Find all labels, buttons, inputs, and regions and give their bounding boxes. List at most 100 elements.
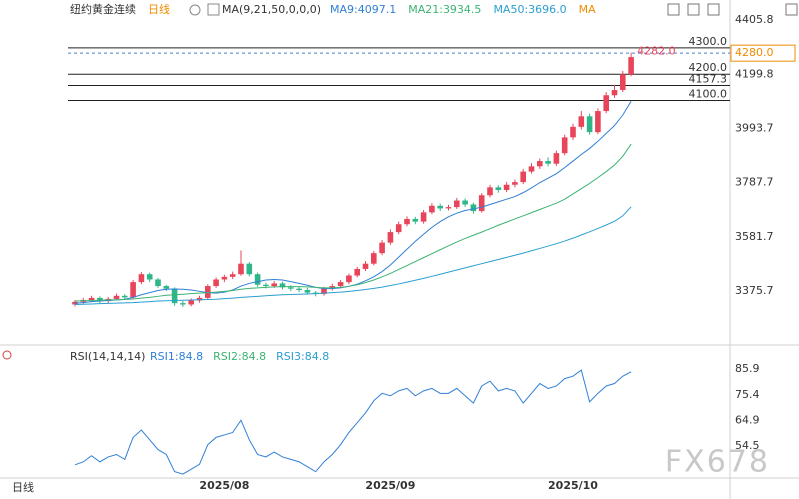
candle-body <box>512 182 518 185</box>
indicator-icon[interactable] <box>207 3 220 16</box>
candle-body <box>420 212 427 222</box>
candle-body <box>404 218 410 225</box>
candle-body <box>503 184 510 190</box>
candle-body <box>578 116 585 127</box>
period-label[interactable]: 日线 <box>148 2 170 16</box>
watermark: FX678 <box>665 445 770 480</box>
candle-body <box>346 275 352 283</box>
candle-body <box>329 286 336 289</box>
candle-body <box>561 137 568 154</box>
x-tick-label: 2025/10 <box>548 479 598 492</box>
candle-body <box>570 126 576 138</box>
candle-body <box>412 218 419 222</box>
legend-entry: RSI1:84.8 <box>150 350 203 363</box>
candle-body <box>595 111 601 133</box>
rsi-line <box>74 369 632 475</box>
candle-body <box>462 200 468 205</box>
candle-body <box>130 282 136 298</box>
candle-body <box>437 205 443 209</box>
candle-body <box>254 274 261 285</box>
candle-body <box>321 288 327 294</box>
candle-body <box>205 286 211 298</box>
candle-body <box>97 297 103 302</box>
candle-body <box>379 242 385 254</box>
candle-body <box>586 116 593 133</box>
candle-body <box>246 263 253 275</box>
candle-body <box>354 268 360 276</box>
high-label: 4282.0 <box>637 45 676 58</box>
price-line-label: 4200.0 <box>689 61 728 74</box>
candle-body <box>163 286 170 289</box>
candle-body <box>337 282 344 287</box>
add-icon[interactable] <box>189 4 201 16</box>
x-tick-label: 2025/09 <box>365 479 415 492</box>
y-tick-label: 3375.7 <box>735 284 774 297</box>
candle-body <box>603 95 609 112</box>
candle-body <box>520 171 526 183</box>
candle-body <box>495 187 502 190</box>
y-tick-label: 85.9 <box>735 362 760 375</box>
candle-body <box>470 204 477 212</box>
candle-body <box>122 295 128 298</box>
candle-body <box>196 297 203 301</box>
price-line-label: 4157.3 <box>689 72 728 85</box>
tool-icon[interactable] <box>687 3 700 16</box>
last-price-label: 4280.0 <box>735 46 774 59</box>
candle-body <box>545 161 551 164</box>
settings-icon[interactable] <box>2 350 12 360</box>
y-tick-label: 4199.8 <box>735 67 774 80</box>
y-tick-label: 3581.7 <box>735 230 774 243</box>
candle-body <box>88 297 95 300</box>
candle-body <box>304 290 311 293</box>
candle-body <box>180 303 186 305</box>
ma-line <box>74 143 632 302</box>
candle-body <box>445 207 452 209</box>
indicator-label: MA(9,21,50,0,0,0) <box>222 3 321 16</box>
candle-body <box>296 288 302 290</box>
candle-body <box>213 279 219 287</box>
y-tick-label: 4405.8 <box>735 13 774 26</box>
candle-body <box>263 284 269 287</box>
candle-body <box>528 166 535 172</box>
ma-line <box>74 206 632 305</box>
candle-body <box>288 287 294 289</box>
candle-body <box>537 161 543 167</box>
candle-body <box>454 200 460 208</box>
candle-body <box>279 283 286 288</box>
tool-icon[interactable] <box>785 3 798 16</box>
price-line-label: 4100.0 <box>689 88 728 101</box>
footer-period: 日线 <box>12 480 34 494</box>
rsi-title: RSI(14,14,14) <box>70 350 145 363</box>
candle-body <box>138 274 145 283</box>
candle-body <box>146 274 153 280</box>
x-tick-label: 2025/08 <box>199 479 249 492</box>
legend-entry: MA21:3934.5 <box>408 3 481 16</box>
candle-body <box>362 263 369 269</box>
legend-more: MA <box>579 3 596 16</box>
y-tick-label: 54.5 <box>735 439 760 452</box>
candle-body <box>553 153 560 164</box>
candle-body <box>429 205 435 213</box>
legend-entry: RSI3:84.8 <box>276 350 329 363</box>
y-tick-label: 75.4 <box>735 388 760 401</box>
chart-title: 纽约黄金连续 <box>70 2 136 16</box>
tool-icon[interactable] <box>707 3 720 16</box>
candle-body <box>387 232 394 243</box>
candle-body <box>628 57 634 75</box>
last-price-tag <box>730 44 796 62</box>
legend-entry: RSI2:84.8 <box>213 350 266 363</box>
y-tick-label: 64.9 <box>735 413 760 426</box>
tool-icon[interactable] <box>667 3 680 16</box>
legend-entry: MA9:4097.1 <box>330 3 396 16</box>
candle-body <box>229 274 236 277</box>
candle-body <box>221 276 228 280</box>
candle-body <box>371 253 377 264</box>
candle-body <box>171 288 178 304</box>
candle-body <box>238 263 244 275</box>
candle-body <box>487 187 493 196</box>
toolbar[interactable] <box>667 3 798 16</box>
candle-body <box>611 90 618 96</box>
legend-entry: MA50:3696.0 <box>493 3 566 16</box>
